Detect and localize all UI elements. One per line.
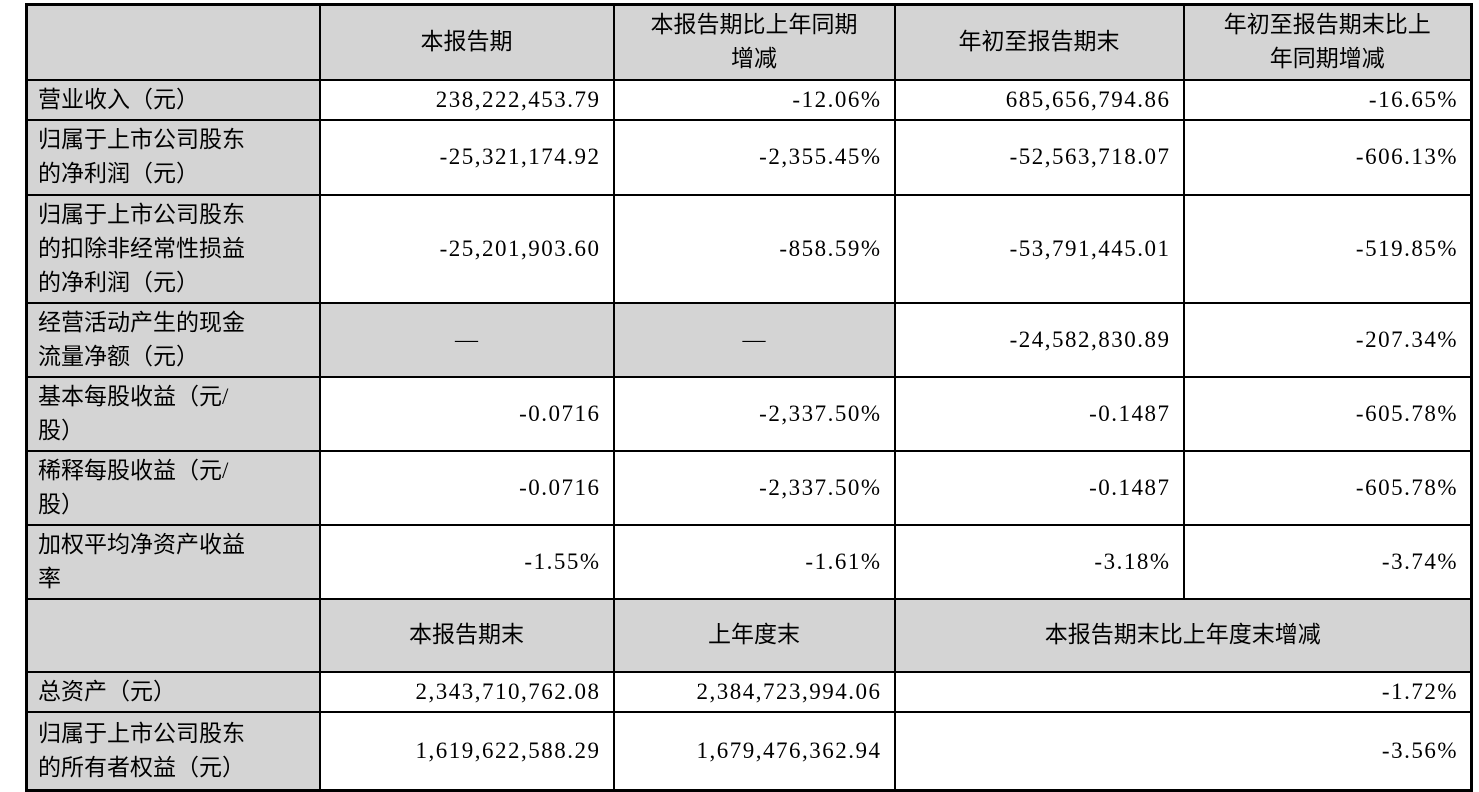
table-row-diluted-eps: 稀释每股收益（元/ 股） -0.0716 -2,337.50% -0.1487 …	[25, 449, 1473, 526]
metric-label: 营业收入（元）	[25, 78, 321, 121]
header-ytd: 年初至报告期末	[893, 3, 1185, 81]
metric-value: -0.0716	[318, 375, 615, 452]
metric-value: -12.06%	[612, 78, 896, 121]
table-row-net-profit: 归属于上市公司股东 的净利润（元） -25,321,174.92 -2,355.…	[25, 118, 1473, 196]
metric-value-na: —	[318, 301, 615, 378]
metric-value: 685,656,794.86	[893, 78, 1185, 121]
metric-value: -25,201,903.60	[318, 193, 615, 304]
metric-label: 归属于上市公司股东 的扣除非经常性损益 的净利润（元）	[25, 193, 321, 304]
table-row-basic-eps: 基本每股收益（元/ 股） -0.0716 -2,337.50% -0.1487 …	[25, 375, 1473, 452]
metric-value: 1,619,622,588.29	[318, 710, 615, 792]
metric-value: 2,343,710,762.08	[318, 670, 615, 713]
header-end-vs-prior-change: 本报告期末比上年度末增减	[893, 597, 1473, 673]
metric-value: 1,679,476,362.94	[612, 710, 896, 792]
metric-value: -519.85%	[1182, 193, 1473, 304]
metric-value: -605.78%	[1182, 449, 1473, 526]
header-current-period: 本报告期	[318, 3, 615, 81]
metric-label: 基本每股收益（元/ 股）	[25, 375, 321, 452]
metric-value: -606.13%	[1182, 118, 1473, 196]
metric-label: 归属于上市公司股东 的净利润（元）	[25, 118, 321, 196]
metric-value: -16.65%	[1182, 78, 1473, 121]
header-prior-year-end: 上年度末	[612, 597, 896, 673]
table-header-row-yearend: 本报告期末 上年度末 本报告期末比上年度末增减	[25, 597, 1473, 673]
table-row-revenue: 营业收入（元） 238,222,453.79 -12.06% 685,656,7…	[25, 78, 1473, 121]
metric-value: -0.1487	[893, 449, 1185, 526]
metric-value: -207.34%	[1182, 301, 1473, 378]
metric-label: 经营活动产生的现金 流量净额（元）	[25, 301, 321, 378]
metric-value: -1.61%	[612, 523, 896, 600]
metric-label: 归属于上市公司股东 的所有者权益（元）	[25, 710, 321, 792]
metric-value: -0.1487	[893, 375, 1185, 452]
metric-value: -52,563,718.07	[893, 118, 1185, 196]
metric-value: -0.0716	[318, 449, 615, 526]
table-row-total-assets: 总资产（元） 2,343,710,762.08 2,384,723,994.06…	[25, 670, 1473, 713]
metric-value: -3.74%	[1182, 523, 1473, 600]
metric-label: 稀释每股收益（元/ 股）	[25, 449, 321, 526]
metric-value: 238,222,453.79	[318, 78, 615, 121]
metric-change-value: -3.56%	[893, 710, 1473, 792]
table-row-net-profit-ex-nonrecurring: 归属于上市公司股东 的扣除非经常性损益 的净利润（元） -25,201,903.…	[25, 193, 1473, 304]
metric-value: -2,355.45%	[612, 118, 896, 196]
metric-value-na: —	[612, 301, 896, 378]
metric-label: 加权平均净资产收益 率	[25, 523, 321, 600]
metric-value: 2,384,723,994.06	[612, 670, 896, 713]
metric-value: -24,582,830.89	[893, 301, 1185, 378]
metric-value: -2,337.50%	[612, 449, 896, 526]
metric-value: -3.18%	[893, 523, 1185, 600]
header-period-end: 本报告期末	[318, 597, 615, 673]
metric-change-value: -1.72%	[893, 670, 1473, 713]
table-row-operating-cash-flow: 经营活动产生的现金 流量净额（元） — — -24,582,830.89 -20…	[25, 301, 1473, 378]
metric-value: -858.59%	[612, 193, 896, 304]
metric-value: -605.78%	[1182, 375, 1473, 452]
metric-label: 总资产（元）	[25, 670, 321, 713]
metric-value: -1.55%	[318, 523, 615, 600]
table-row-owners-equity: 归属于上市公司股东 的所有者权益（元） 1,619,622,588.29 1,6…	[25, 710, 1473, 792]
key-financials-table: 本报告期 本报告期比上年同期 增减 年初至报告期末 年初至报告期末比上 年同期增…	[25, 3, 1473, 792]
metric-value: -53,791,445.01	[893, 193, 1185, 304]
table-header-row-period: 本报告期 本报告期比上年同期 增减 年初至报告期末 年初至报告期末比上 年同期增…	[25, 3, 1473, 81]
metric-value: -2,337.50%	[612, 375, 896, 452]
header-period-yoy-change: 本报告期比上年同期 增减	[612, 3, 896, 81]
header-blank-cell	[25, 597, 321, 673]
header-blank-cell	[25, 3, 321, 81]
table-row-weighted-roe: 加权平均净资产收益 率 -1.55% -1.61% -3.18% -3.74%	[25, 523, 1473, 600]
metric-value: -25,321,174.92	[318, 118, 615, 196]
header-ytd-yoy-change: 年初至报告期末比上 年同期增减	[1182, 3, 1473, 81]
